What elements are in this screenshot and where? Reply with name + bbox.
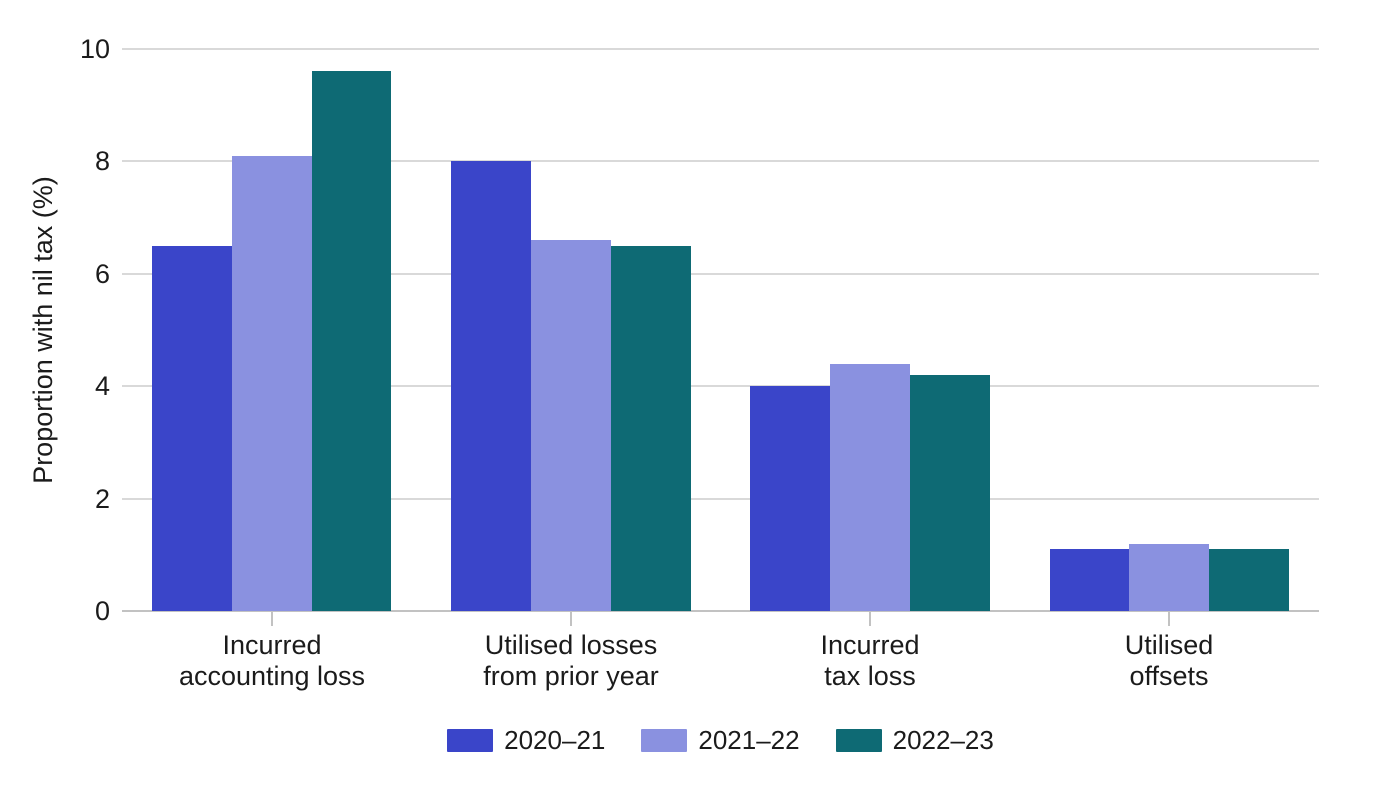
bar	[830, 364, 910, 611]
bar	[1209, 549, 1289, 611]
chart-canvas: 0 2 4 6 8 10 Incurred accounting loss Utilised …	[28, 34, 1319, 691]
bar	[152, 246, 232, 611]
category-label: Utilised losses from prior year	[483, 630, 659, 691]
bar	[312, 71, 391, 611]
bar	[750, 386, 830, 611]
legend-swatch-icon	[447, 728, 494, 752]
legend-item: 2021–22	[641, 725, 800, 755]
y-tick-label: 8	[95, 146, 110, 176]
y-tick-label: 10	[80, 34, 110, 64]
bar	[910, 375, 990, 611]
category-label: Incurred accounting loss	[179, 630, 365, 691]
legend-item: 2022–23	[835, 725, 994, 755]
bar	[611, 246, 691, 611]
y-tick-label: 4	[95, 371, 110, 401]
legend-swatch-icon	[641, 728, 688, 752]
y-tick-label: 0	[95, 596, 110, 626]
legend-label: 2022–23	[892, 725, 994, 755]
y-tick-label: 2	[95, 484, 110, 514]
grouped-bar-chart: 0 2 4 6 8 10 Incurred accounting loss Utilised …	[28, 34, 1319, 753]
legend-swatch-icon	[835, 728, 882, 752]
bar	[531, 240, 611, 611]
chart-legend: 2020–21 2021–22 2022–23	[122, 727, 1319, 753]
y-axis-tick-labels: 0 2 4 6 8 10	[80, 34, 110, 626]
bar	[451, 161, 531, 611]
bar	[1129, 544, 1209, 611]
category-label: Incurred tax loss	[820, 630, 919, 691]
x-axis-category-labels: Incurred accounting loss Utilised losses fr…	[179, 630, 1213, 691]
legend-item: 2020–21	[447, 727, 605, 753]
bars-layer	[152, 71, 1289, 611]
y-axis-title: Proportion with nil tax (%)	[28, 176, 58, 484]
legend-label: 2021–22	[698, 725, 800, 755]
x-axis-ticks	[271, 611, 1170, 626]
bar	[232, 156, 312, 611]
bar	[1050, 549, 1129, 611]
category-label: Utilised offsets	[1125, 630, 1214, 691]
legend-label: 2020–21	[504, 725, 606, 755]
y-tick-label: 6	[95, 259, 110, 289]
